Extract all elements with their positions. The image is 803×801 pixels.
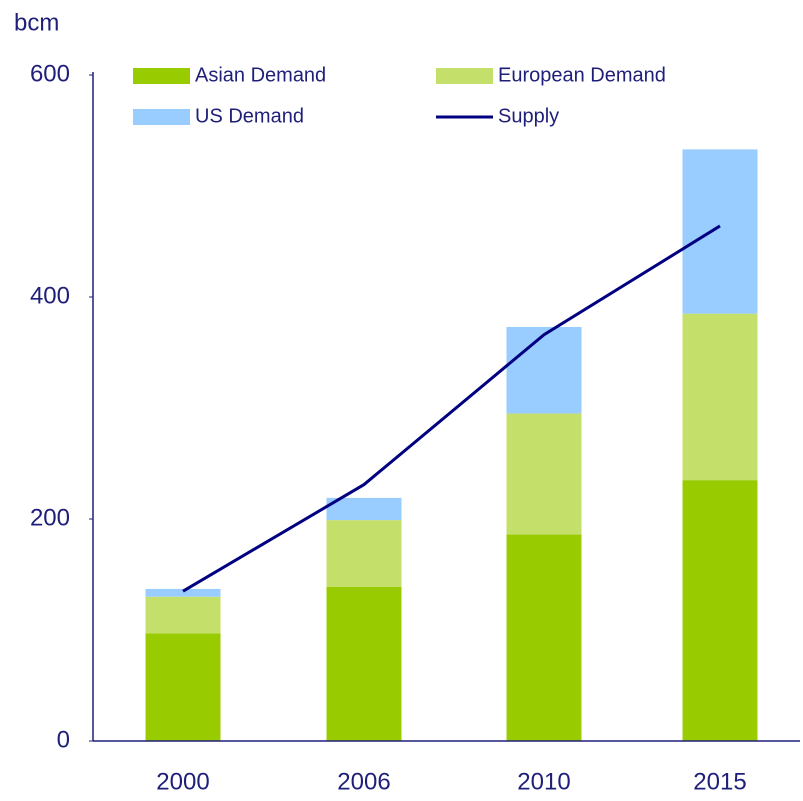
legend-swatch: [133, 109, 190, 125]
bar: [682, 313, 758, 481]
bar: [506, 413, 582, 535]
x-tick-label: 2000: [156, 768, 209, 795]
legend-label: Supply: [498, 105, 559, 127]
bar: [506, 534, 582, 741]
legend-label: European Demand: [498, 64, 666, 86]
legend-label: US Demand: [195, 105, 304, 127]
line: [182, 224, 721, 593]
y-tick-label: 600: [30, 60, 70, 87]
bar: [326, 520, 402, 587]
y-axis-label: bcm: [14, 9, 59, 36]
bar: [326, 497, 402, 521]
bar: [506, 326, 582, 414]
y-tick-label: 200: [30, 504, 70, 531]
x-tick-label: 2010: [517, 768, 570, 795]
bar: [682, 480, 758, 741]
bar: [145, 633, 221, 741]
legend-swatch: [133, 68, 190, 84]
legend-label: Asian Demand: [195, 64, 326, 86]
x-tick-label: 2006: [337, 768, 390, 795]
y-tick-label: 0: [57, 726, 70, 753]
y-tick-label: 400: [30, 282, 70, 309]
legend-swatch: [436, 68, 493, 84]
bar: [145, 596, 221, 634]
bar: [682, 149, 758, 314]
bar: [326, 586, 402, 741]
x-tick-label: 2015: [693, 768, 746, 795]
bar: [145, 588, 221, 597]
